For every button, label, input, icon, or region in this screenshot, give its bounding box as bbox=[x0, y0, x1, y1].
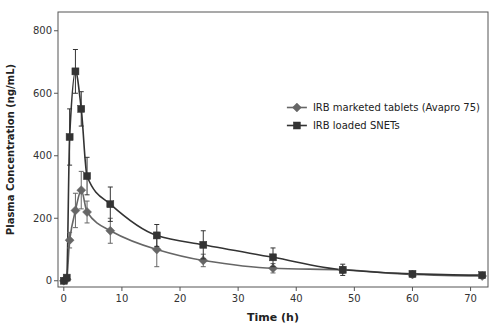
error-cap bbox=[108, 187, 113, 188]
error-bar bbox=[340, 267, 345, 273]
error-cap bbox=[201, 258, 206, 259]
x-tick-label: 30 bbox=[232, 293, 245, 304]
point bbox=[270, 254, 277, 261]
error-bar bbox=[410, 271, 415, 276]
legend-marker bbox=[292, 103, 301, 112]
error-cap bbox=[271, 266, 276, 267]
error-cap bbox=[79, 126, 84, 127]
error-cap bbox=[85, 222, 90, 223]
error-cap bbox=[340, 275, 345, 276]
x-tick bbox=[412, 287, 413, 291]
point bbox=[479, 272, 486, 279]
plot-area bbox=[59, 50, 486, 286]
y-tick bbox=[54, 280, 58, 281]
point bbox=[409, 270, 416, 277]
point bbox=[78, 105, 85, 112]
point bbox=[65, 236, 74, 245]
y-tick-label: 400 bbox=[33, 150, 52, 161]
point bbox=[63, 274, 70, 281]
error-cap bbox=[201, 266, 206, 267]
x-tick bbox=[354, 287, 355, 291]
x-tick-label: 0 bbox=[61, 293, 67, 304]
error-cap bbox=[85, 194, 90, 195]
y-tick-label: 0 bbox=[46, 275, 52, 286]
error-cap bbox=[154, 266, 159, 267]
point bbox=[84, 173, 91, 180]
point bbox=[83, 208, 92, 217]
error-cap bbox=[108, 221, 113, 222]
error-cap bbox=[340, 264, 345, 265]
error-bar bbox=[154, 225, 159, 247]
x-tick bbox=[296, 287, 297, 291]
error-cap bbox=[201, 230, 206, 231]
x-tick bbox=[63, 287, 64, 291]
error-cap bbox=[271, 247, 276, 248]
error-cap bbox=[73, 227, 78, 228]
point bbox=[338, 265, 347, 274]
error-cap bbox=[67, 108, 72, 109]
x-tick bbox=[180, 287, 181, 291]
error-bar bbox=[85, 157, 90, 195]
error-cap bbox=[73, 49, 78, 50]
series-line bbox=[64, 190, 482, 281]
x-tick-label: 40 bbox=[290, 293, 303, 304]
error-bar bbox=[340, 264, 345, 275]
y-tick-label: 200 bbox=[33, 213, 52, 224]
error-bar bbox=[67, 109, 72, 165]
error-cap bbox=[154, 224, 159, 225]
error-bar bbox=[201, 231, 206, 259]
point bbox=[107, 201, 114, 208]
y-tick bbox=[54, 155, 58, 156]
x-tick-label: 60 bbox=[406, 293, 419, 304]
chart: 0 10 20 30 40 50 60 70 0 200 400 600 800 Time (h) Plas… bbox=[0, 0, 500, 329]
plot-frame bbox=[58, 12, 488, 287]
error-cap bbox=[79, 171, 84, 172]
error-cap bbox=[85, 157, 90, 158]
y-tick bbox=[54, 218, 58, 219]
point bbox=[106, 226, 115, 235]
point bbox=[153, 232, 160, 239]
x-tick bbox=[121, 287, 122, 291]
point bbox=[152, 245, 161, 254]
error-cap bbox=[79, 91, 84, 92]
error-cap bbox=[73, 193, 78, 194]
y-tick bbox=[54, 30, 58, 31]
y-tick-label: 800 bbox=[33, 25, 52, 36]
legend-label: IRB loaded SNETs bbox=[313, 120, 400, 131]
error-cap bbox=[108, 243, 113, 244]
x-tick bbox=[470, 287, 471, 291]
point bbox=[478, 272, 487, 281]
legend-label: IRB marketed tablets (Avapro 75) bbox=[313, 102, 480, 113]
x-tick bbox=[238, 287, 239, 291]
error-cap bbox=[79, 208, 84, 209]
legend: IRB marketed tablets (Avapro 75) IRB load… bbox=[287, 102, 480, 131]
error-cap bbox=[67, 232, 72, 233]
error-cap bbox=[67, 165, 72, 166]
y-tick bbox=[54, 93, 58, 94]
point bbox=[71, 206, 80, 215]
error-cap bbox=[85, 201, 90, 202]
y-tick-label: 600 bbox=[33, 88, 52, 99]
point bbox=[77, 186, 86, 195]
y-axis-label: Plasma Concentration (ng/mL) bbox=[5, 64, 16, 235]
x-axis-label: Time (h) bbox=[247, 311, 299, 324]
error-bar bbox=[108, 187, 113, 221]
error-cap bbox=[73, 93, 78, 94]
point bbox=[408, 270, 417, 279]
error-bar bbox=[271, 248, 276, 267]
x-tick-label: 20 bbox=[174, 293, 187, 304]
error-bar bbox=[79, 92, 84, 126]
x-tick-label: 10 bbox=[116, 293, 129, 304]
point bbox=[66, 134, 73, 141]
error-bar bbox=[73, 50, 78, 94]
point bbox=[72, 68, 79, 75]
error-cap bbox=[67, 247, 72, 248]
legend-marker bbox=[293, 122, 300, 129]
point bbox=[200, 241, 207, 248]
series-line bbox=[64, 71, 482, 280]
x-tick-label: 70 bbox=[464, 293, 477, 304]
point bbox=[339, 266, 346, 273]
x-tick-label: 50 bbox=[348, 293, 361, 304]
error-cap bbox=[154, 246, 159, 247]
